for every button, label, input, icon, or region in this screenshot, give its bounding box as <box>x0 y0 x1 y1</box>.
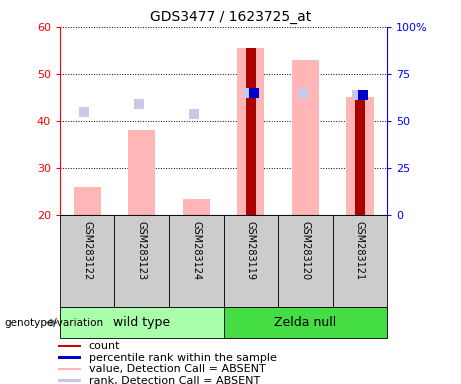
Bar <box>74 187 101 215</box>
Text: wild type: wild type <box>113 316 170 329</box>
Point <box>354 92 361 98</box>
Point <box>190 111 197 117</box>
Point <box>81 109 88 115</box>
Bar <box>58 368 81 370</box>
Bar <box>58 345 81 347</box>
Bar <box>237 48 265 215</box>
Text: GSM283120: GSM283120 <box>301 222 310 281</box>
Point <box>244 90 252 96</box>
Text: count: count <box>89 341 120 351</box>
Bar <box>333 215 387 307</box>
Text: GSM283122: GSM283122 <box>82 222 92 281</box>
Bar <box>224 307 387 338</box>
Text: rank, Detection Call = ABSENT: rank, Detection Call = ABSENT <box>89 376 260 384</box>
Bar <box>114 215 169 307</box>
Bar <box>346 98 373 215</box>
Point <box>250 90 257 96</box>
Bar <box>183 199 210 215</box>
Bar <box>246 48 256 215</box>
Bar <box>292 60 319 215</box>
Text: GSM283123: GSM283123 <box>137 222 147 281</box>
Text: genotype/variation: genotype/variation <box>5 318 104 328</box>
Bar <box>58 356 81 359</box>
Text: Zelda null: Zelda null <box>274 316 337 329</box>
Text: value, Detection Call = ABSENT: value, Detection Call = ABSENT <box>89 364 266 374</box>
Point <box>136 101 143 108</box>
Text: GSM283119: GSM283119 <box>246 222 256 280</box>
Point <box>359 92 366 98</box>
Text: GDS3477 / 1623725_at: GDS3477 / 1623725_at <box>150 10 311 23</box>
Bar <box>128 131 155 215</box>
Point <box>299 90 307 96</box>
Bar <box>224 215 278 307</box>
Bar <box>355 98 365 215</box>
Text: GSM283121: GSM283121 <box>355 222 365 281</box>
Bar <box>58 379 81 382</box>
Text: GSM283124: GSM283124 <box>191 222 201 281</box>
Bar <box>60 215 114 307</box>
Bar <box>60 307 224 338</box>
Bar <box>169 215 224 307</box>
Text: percentile rank within the sample: percentile rank within the sample <box>89 353 277 362</box>
Bar <box>278 215 333 307</box>
